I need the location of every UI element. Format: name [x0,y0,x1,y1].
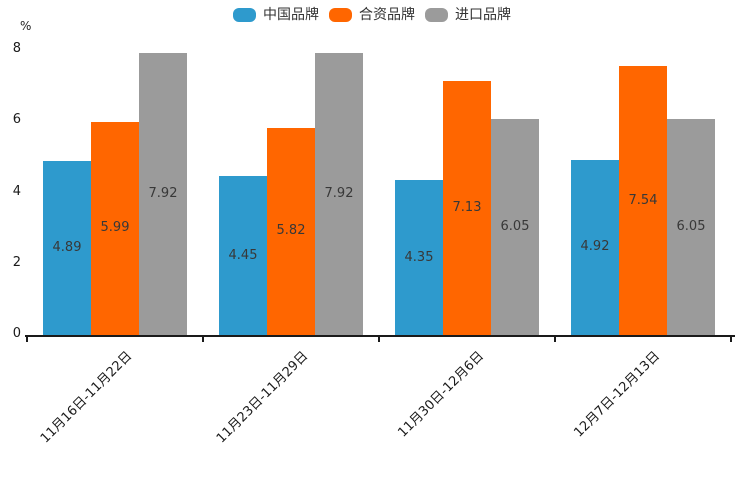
bar-value-label: 7.92 [148,185,178,201]
legend-swatch-icon [425,8,448,22]
x-tick-mark [730,337,732,342]
bar-series-1-group-2 [443,80,491,335]
x-tick-mark [202,337,204,342]
x-tick-mark [378,337,380,342]
x-tick-mark [554,337,556,342]
bar-series-0-group-3 [571,159,619,335]
bar-value-label: 7.54 [628,192,658,208]
bar-value-label: 4.89 [52,239,82,255]
x-tick-mark [26,337,28,342]
legend-label: 合资品牌 [359,7,415,23]
bar-value-label: 5.99 [100,220,130,236]
bar-value-label: 4.45 [228,247,258,263]
legend-label: 中国品牌 [263,7,319,23]
x-category-label: 11月30日-12月6日 [395,348,488,441]
legend-label: 进口品牌 [455,7,511,23]
bar-series-1-group-0 [91,121,139,335]
y-tick-label: 4 [12,183,21,199]
bar-series-2-group-3 [667,119,715,335]
bar-series-2-group-1 [315,52,363,335]
bar-series-1-group-1 [267,127,315,335]
legend-item-series-0[interactable]: 中国品牌 [233,7,319,23]
bar-series-2-group-0 [139,52,187,335]
y-tick-label: 8 [12,41,21,56]
bar-value-label: 4.92 [580,239,610,255]
y-axis-unit-label: % [20,19,32,33]
x-axis-line [25,335,735,337]
bar-series-0-group-0 [43,160,91,335]
legend-swatch-icon [329,8,352,22]
legend: 中国品牌 合资品牌 进口品牌 [233,7,511,23]
legend-swatch-icon [233,8,256,22]
x-category-label: 12月7日-12月13日 [571,348,664,441]
bar-series-0-group-1 [219,176,267,335]
x-category-label: 11月23日-11月29日 [213,348,312,447]
bar-value-label: 7.13 [452,199,482,215]
bar-value-label: 7.92 [324,185,354,201]
legend-item-series-2[interactable]: 进口品牌 [425,7,511,23]
x-category-label: 11月16日-11月22日 [37,348,136,447]
y-tick-label: 2 [12,254,21,270]
y-tick-label: 0 [12,326,21,341]
bar-value-label: 5.82 [276,223,306,239]
bar-series-2-group-2 [491,119,539,335]
legend-item-series-1[interactable]: 合资品牌 [329,7,415,23]
bar-value-label: 4.35 [404,249,434,265]
y-tick-label: 6 [12,112,21,128]
bar-series-0-group-2 [395,180,443,335]
bar-series-1-group-3 [619,66,667,335]
bar-value-label: 6.05 [500,219,530,235]
bar-value-label: 6.05 [676,219,706,235]
